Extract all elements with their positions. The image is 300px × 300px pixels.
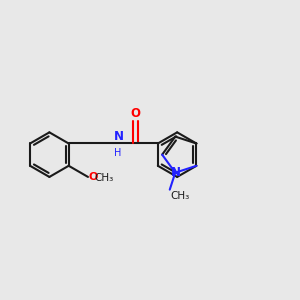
Text: O: O: [130, 107, 141, 120]
Text: CH₃: CH₃: [95, 173, 114, 184]
Text: N: N: [171, 166, 181, 179]
Text: H: H: [114, 148, 121, 158]
Text: CH₃: CH₃: [171, 190, 190, 201]
Text: O: O: [88, 172, 98, 182]
Text: N: N: [114, 130, 124, 142]
